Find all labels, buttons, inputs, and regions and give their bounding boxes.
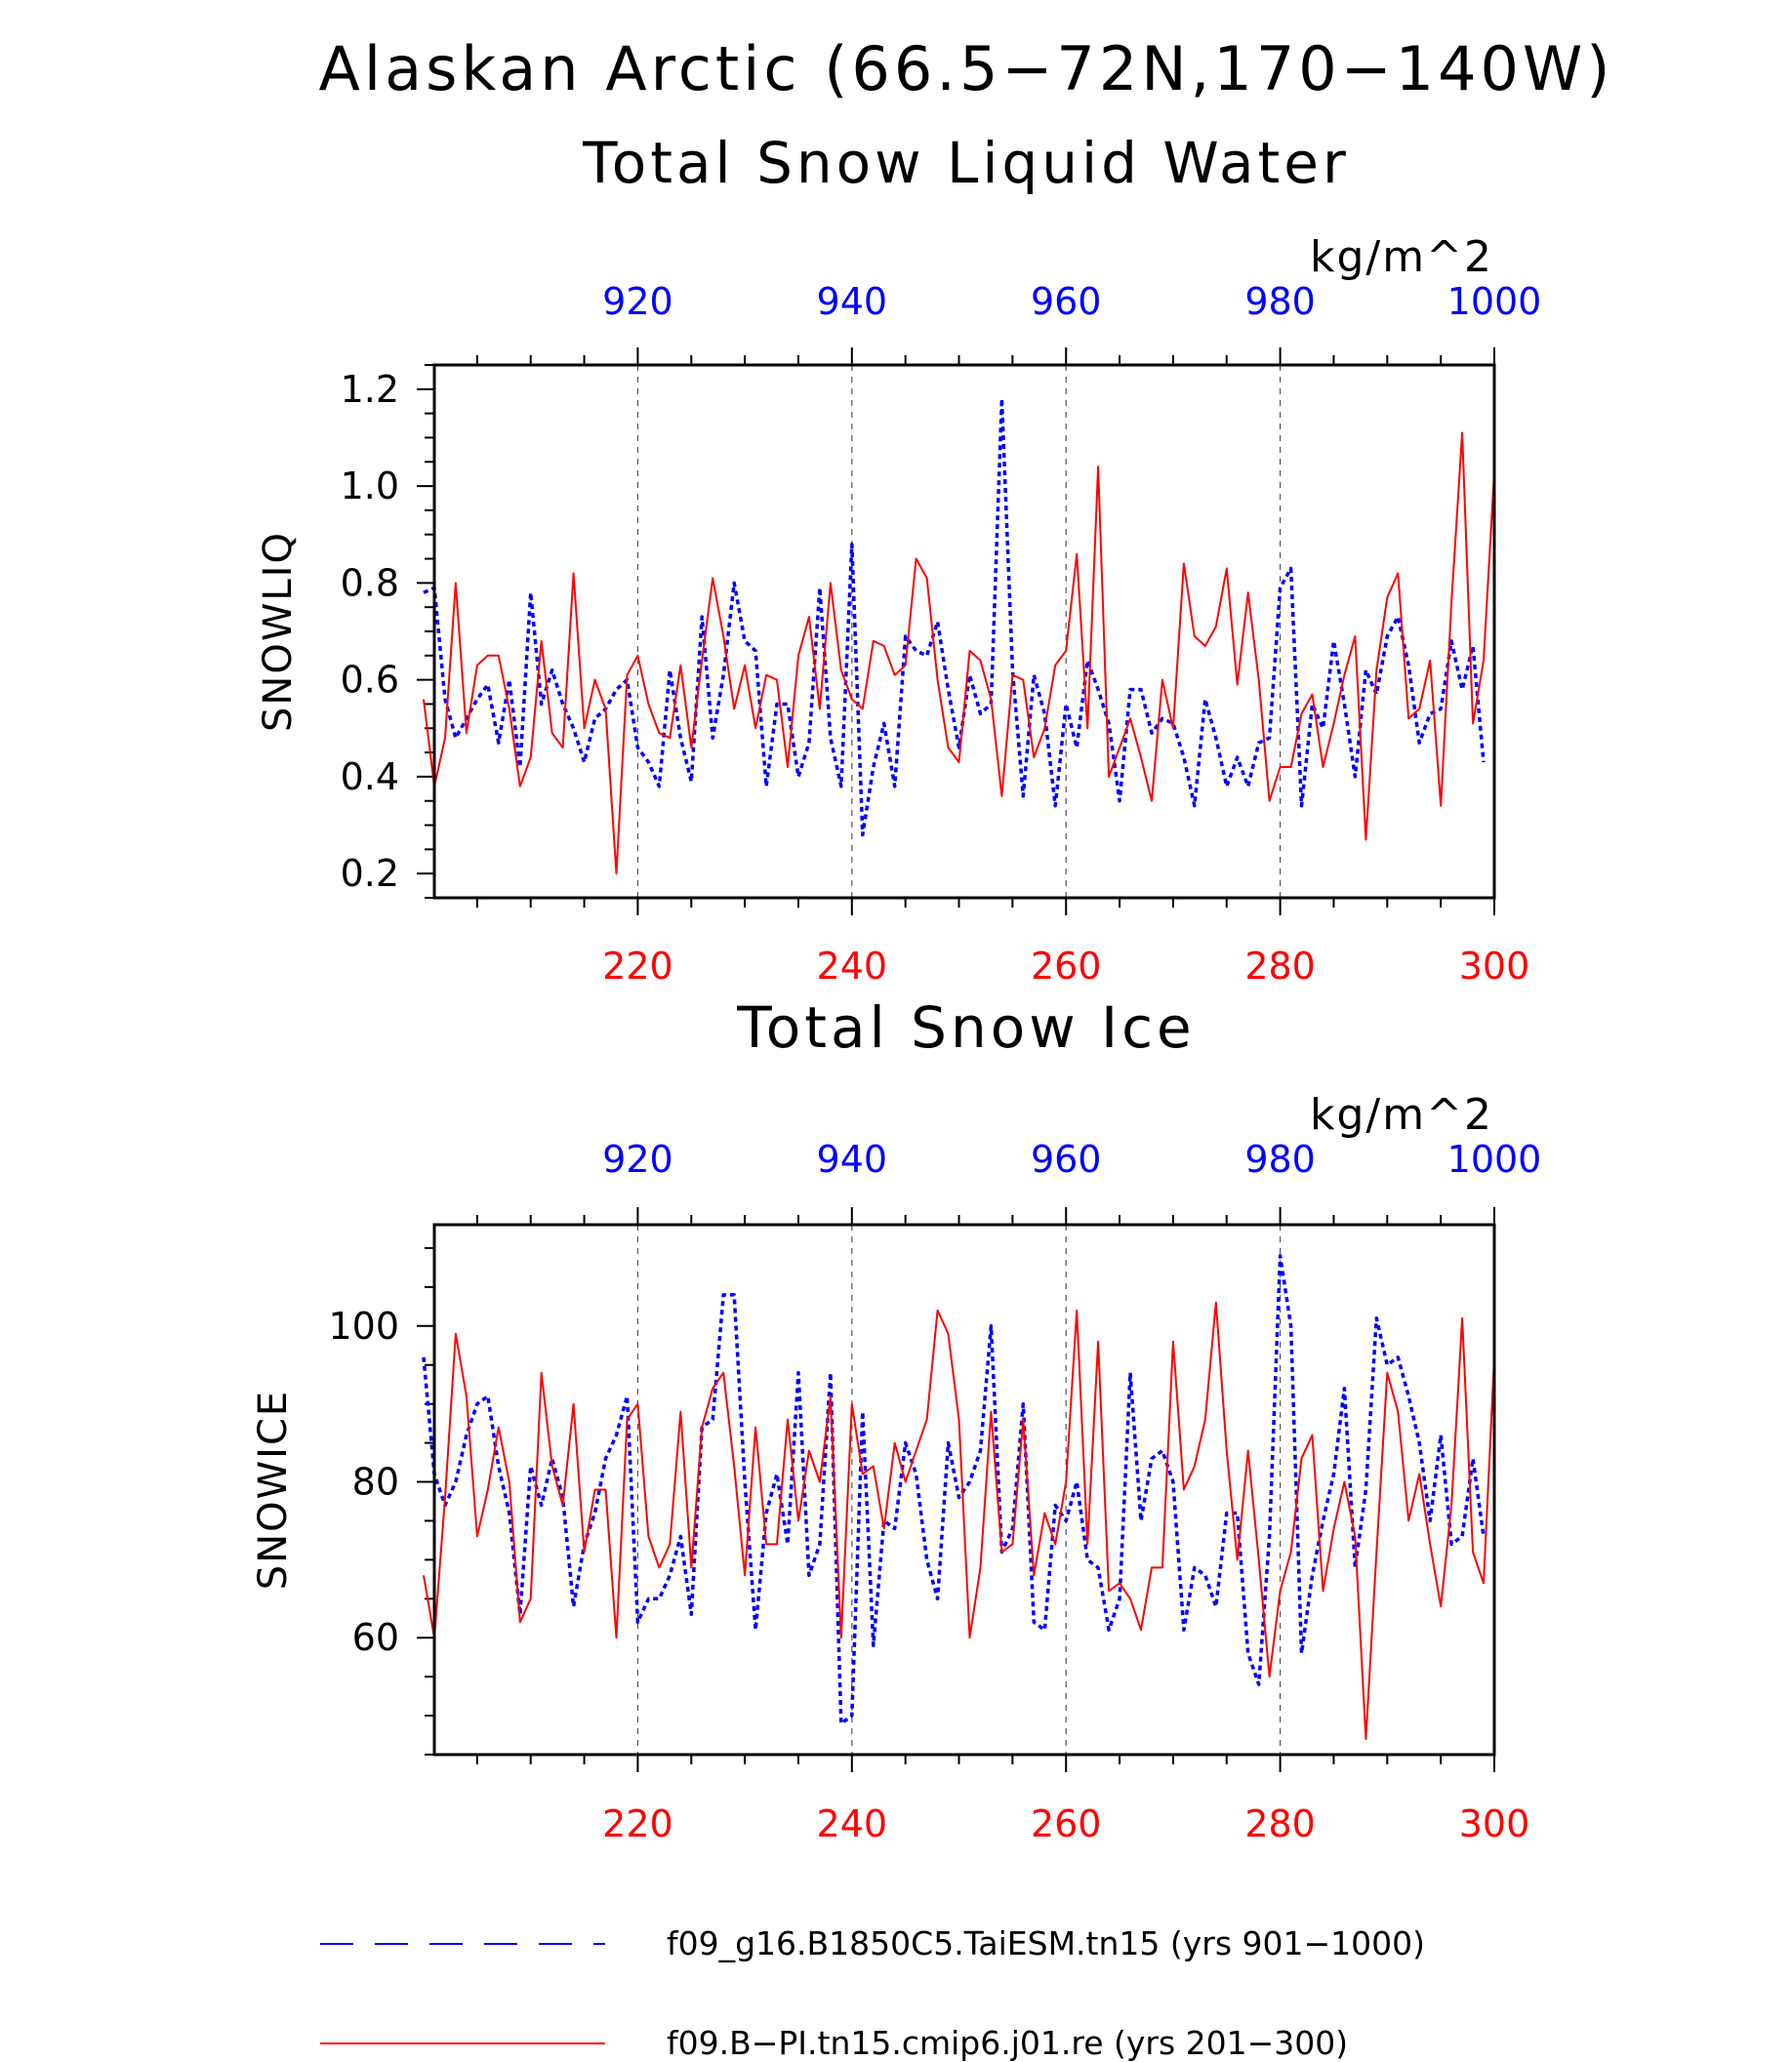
legend-blue-label: f09_g16.B1850C5.TaiESM.tn15 (yrs 901−100…	[667, 1924, 1425, 1962]
y-tick-label: 80	[352, 1461, 399, 1504]
y-tick-label: 0.6	[341, 659, 399, 702]
x-bottom-tick-label: 300	[1459, 1802, 1530, 1845]
x-top-tick-label: 940	[817, 1138, 888, 1181]
x-top-tick-label: 940	[817, 280, 888, 323]
legend-red-label: f09.B−PI.tn15.cmip6.j01.re (yrs 201−300)	[667, 2024, 1348, 2062]
x-bottom-tick-label: 280	[1244, 945, 1316, 988]
panel-title: Total Snow Ice	[736, 994, 1196, 1061]
x-bottom-tick-label: 280	[1244, 1802, 1316, 1845]
panel-title: Total Snow Liquid Water	[582, 130, 1350, 196]
x-top-tick-label: 1000	[1447, 280, 1542, 323]
series-line-blue	[423, 396, 1486, 837]
x-top-tick-label: 980	[1244, 1138, 1316, 1181]
x-top-tick-label: 920	[602, 280, 673, 323]
y-tick-label: 100	[328, 1305, 399, 1348]
plot-frame	[432, 1223, 1496, 1757]
units-label: kg/m^2	[1310, 232, 1493, 282]
x-top-tick-label: 980	[1244, 280, 1316, 323]
x-bottom-tick-label: 300	[1459, 945, 1530, 988]
units-label: kg/m^2	[1310, 1090, 1493, 1140]
series-line-red	[423, 431, 1495, 875]
y-tick-label: 0.2	[341, 852, 399, 895]
y-tick-label: 60	[352, 1616, 399, 1659]
panel-snowliq: Total Snow Liquid Water kg/m^2 SNOWLIQ 220 2…	[256, 130, 1541, 988]
y-tick-label: 0.4	[341, 755, 399, 798]
x-bottom-tick-label: 260	[1031, 945, 1102, 988]
x-top-tick-label: 960	[1031, 280, 1102, 323]
x-bottom-tick-label: 220	[602, 945, 673, 988]
y-tick-label: 0.8	[341, 561, 399, 604]
y-tick-label: 1.0	[341, 465, 399, 507]
y-axis-label: SNOWICE	[251, 1390, 296, 1590]
x-bottom-tick-label: 240	[817, 1802, 888, 1845]
panel-snowice: Total Snow Ice kg/m^2 SNOWICE 220 240 260 280 3…	[251, 994, 1541, 1845]
figure-title: Alaskan Arctic (66.5−72N,170−140W)	[319, 33, 1614, 104]
y-axis-label: SNOWLIQ	[256, 531, 301, 732]
series-line-blue	[422, 1254, 1486, 1725]
plot-frame	[432, 363, 1496, 900]
y-tick-label: 1.2	[341, 368, 399, 411]
x-top-tick-label: 920	[602, 1138, 673, 1181]
x-bottom-tick-label: 240	[817, 945, 888, 988]
x-bottom-tick-label: 220	[602, 1802, 673, 1845]
x-top-tick-label: 1000	[1447, 1138, 1542, 1181]
legend: f09_g16.B1850C5.TaiESM.tn15 (yrs 901−100…	[320, 1924, 1425, 2062]
x-bottom-tick-label: 260	[1031, 1802, 1102, 1845]
series-line-red	[423, 1301, 1495, 1740]
x-top-tick-label: 960	[1031, 1138, 1102, 1181]
